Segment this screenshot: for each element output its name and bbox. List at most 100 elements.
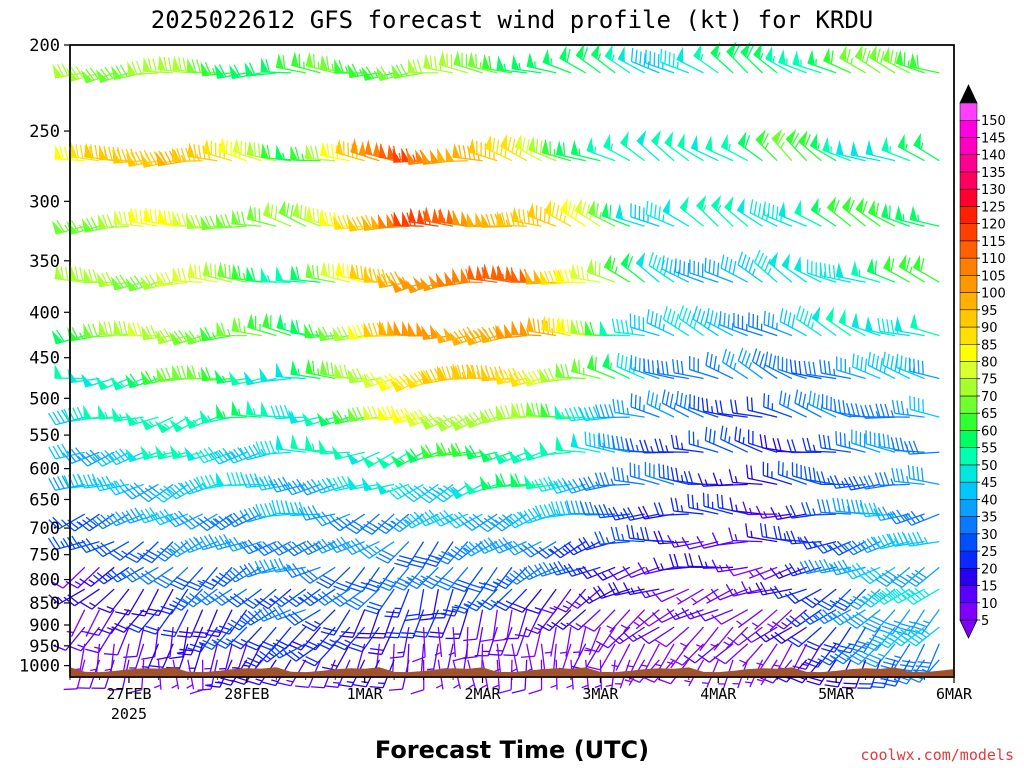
colorbar-tick-label: 105	[981, 269, 1006, 284]
colorbar-tick-label: 95	[981, 304, 998, 319]
wind-barb	[697, 643, 734, 663]
wind-barb	[736, 197, 763, 227]
wind-barb	[902, 587, 940, 605]
wind-barb	[745, 523, 778, 543]
wind-barb	[662, 198, 690, 227]
colorbar-cell	[959, 447, 978, 466]
wind-barb	[690, 134, 719, 162]
wind-barb	[350, 138, 380, 162]
colorbar-tick-label: 125	[981, 200, 1006, 215]
colorbar-cell	[959, 223, 978, 242]
wind-barb	[865, 430, 896, 453]
wind-barb	[874, 566, 911, 587]
wind-barb	[509, 588, 542, 613]
wind-barb	[304, 323, 336, 339]
colorbar-tick-label: 20	[981, 562, 998, 577]
wind-barb	[575, 43, 601, 74]
colorbar-cell	[959, 257, 978, 276]
wind-barb	[689, 394, 719, 418]
wind-barb	[762, 461, 793, 485]
wind-barb	[770, 507, 807, 521]
wind-barb	[292, 201, 321, 227]
y-tick-label: 1000	[19, 657, 60, 677]
x-tick-label: 4MAR	[700, 685, 737, 703]
colorbar-over-arrow	[959, 84, 978, 104]
wind-barb	[736, 609, 763, 629]
wind-barb	[527, 202, 557, 227]
wind-barb	[344, 513, 380, 535]
wind-barb	[115, 588, 145, 616]
wind-barb	[283, 563, 321, 579]
wind-barb	[254, 475, 292, 491]
wind-barb	[448, 627, 457, 658]
wind-barb	[753, 249, 778, 283]
wind-barb	[553, 588, 587, 613]
wind-barb	[394, 541, 425, 568]
wind-barb	[882, 46, 911, 74]
wind-barb	[555, 435, 586, 453]
wind-barb	[779, 308, 807, 337]
wind-barb	[215, 213, 247, 229]
wind-barb	[137, 483, 174, 503]
wind-barb	[231, 316, 262, 337]
colorbar-tick-label: 65	[981, 407, 998, 422]
wind-barb	[794, 256, 822, 283]
wind-barb	[851, 260, 881, 283]
wind-barb	[715, 399, 748, 418]
wind-barb	[874, 472, 910, 487]
wind-barb	[705, 351, 734, 380]
wind-barb	[463, 411, 498, 429]
wind-barb	[798, 130, 822, 162]
wind-barb	[169, 588, 204, 611]
y-tick-label: 450	[29, 349, 60, 369]
wind-barb	[786, 439, 822, 454]
wind-barb	[246, 205, 277, 227]
wind-barb	[610, 526, 645, 543]
wind-barb	[514, 609, 543, 638]
wind-barb	[48, 588, 86, 605]
wind-barb	[291, 51, 321, 74]
wind-barb	[570, 432, 601, 453]
wind-barb	[228, 626, 263, 650]
wind-barb	[254, 606, 292, 622]
wind-barb	[438, 50, 468, 74]
wind-barb	[670, 643, 704, 666]
wind-barb	[493, 566, 528, 590]
wind-barb	[829, 609, 866, 626]
wind-barb	[586, 354, 616, 380]
wind-barb	[199, 326, 233, 342]
wind-barb	[678, 305, 704, 337]
wind-barb	[599, 320, 630, 337]
wind-barb	[829, 475, 866, 489]
colorbar-tick-label: 35	[981, 511, 998, 526]
wind-barb	[799, 559, 837, 575]
wind-barb	[594, 472, 630, 487]
wind-barb	[822, 136, 852, 162]
wind-barb	[771, 128, 793, 162]
wind-barb	[672, 359, 704, 380]
wind-barb	[674, 258, 704, 283]
wind-barb	[244, 62, 277, 77]
wind-barb	[664, 131, 690, 162]
wind-barb	[329, 588, 366, 608]
wind-barb	[909, 395, 940, 418]
wind-barb	[637, 586, 675, 599]
wind-barb	[737, 131, 763, 162]
wind-barb	[210, 533, 247, 550]
wind-barb	[478, 588, 513, 611]
colorbar-cell	[959, 585, 978, 604]
wind-barb	[863, 643, 896, 668]
wind-barb	[559, 627, 572, 657]
wind-barb	[542, 48, 572, 74]
colorbar-tick-label: 135	[981, 166, 1006, 181]
wind-barb	[155, 149, 188, 167]
wind-barb	[907, 465, 940, 486]
wind-barb	[275, 53, 306, 74]
colorbar-cell	[959, 361, 978, 379]
wind-barb	[195, 446, 233, 464]
wind-barb	[480, 366, 513, 382]
wind-barb	[305, 262, 336, 283]
wind-barb	[742, 501, 778, 516]
wind-barb	[142, 57, 174, 74]
